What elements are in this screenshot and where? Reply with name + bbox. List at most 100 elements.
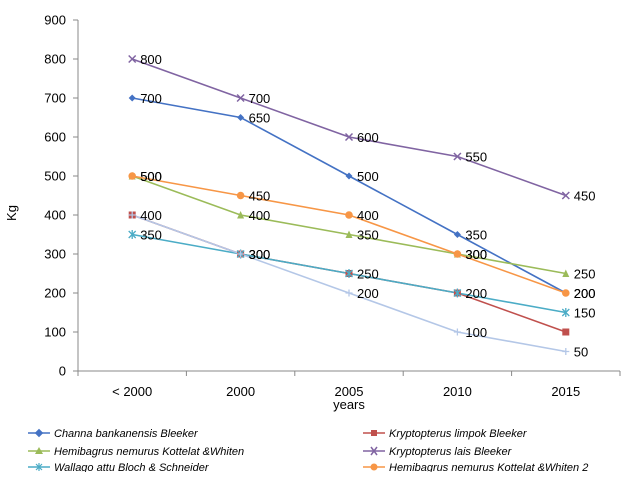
point-marker [237,250,245,258]
y-tick-label: 900 [44,13,66,28]
point-marker [345,230,353,238]
point-marker [345,289,353,297]
legend-label: Kryptopterus limpok Bleeker [389,428,528,440]
data-label: 300 [249,247,271,262]
point-marker [561,191,570,200]
point-marker [128,54,137,64]
data-label: 200 [465,286,487,301]
y-tick-label: 700 [44,91,66,106]
point-marker [237,114,245,121]
y-axis-title: Kg [4,205,19,221]
y-ticks: 0 100 200 300 400 500 600 700 800 900 [44,13,78,379]
point-marker [562,269,570,277]
legend-item: Channa bankanensis Bleeker [28,428,199,440]
legend-item: Hemibagrus nemurus Kottelat &Whiten [28,446,244,458]
y-tick-label: 100 [44,325,66,340]
x-tick-label: 2000 [226,384,255,399]
data-label: 350 [140,228,162,243]
data-label: 400 [357,208,379,223]
data-label: 200 [574,286,596,301]
point-marker [345,269,353,278]
point-marker [128,94,136,102]
legend-item: Kryptopterus lais Bleeker [363,446,513,458]
point-marker [562,348,570,355]
legend: Channa bankanensis Bleeker Kryptopterus … [28,428,588,474]
legend-item: Kryptopterus limpok Bleeker [363,428,528,440]
y-tick-label: 600 [44,130,66,145]
point-marker [453,152,462,161]
y-tick-label: 800 [44,52,66,67]
data-label: 250 [574,267,596,282]
point-marker [345,211,353,219]
data-label: 500 [140,169,162,184]
legend-label: Kryptopterus lais Bleeker [389,446,513,458]
data-label: 500 [140,169,162,184]
series-lines [131,58,567,353]
data-label: 550 [465,150,487,165]
y-tick-label: 500 [44,169,66,184]
y-tick-label: 0 [59,364,66,379]
data-label: 300 [249,247,271,262]
data-label: 100 [465,325,487,340]
x-axis-title: years [333,397,365,412]
data-label: 300 [465,247,487,262]
point-marker [453,250,462,258]
data-label: 600 [357,130,379,145]
y-tick-label: 400 [44,208,66,223]
data-label: 800 [140,52,162,67]
series-markers [128,54,570,355]
point-marker [236,191,245,200]
legend-item: Wallago attu Bloch & Schneider [28,462,210,474]
data-label: 300 [465,247,487,262]
x-tick-label: < 2000 [112,384,152,399]
point-marker [344,132,354,142]
x-tick-label: 2005 [335,384,364,399]
x-tick-label: 2015 [551,384,580,399]
series-line [131,175,566,275]
legend-marker-square [371,430,377,436]
data-label: 400 [140,208,162,223]
legend-marker-star [35,463,43,471]
data-label: 500 [357,169,379,184]
legend-label: Wallago attu Bloch & Schneider [54,462,210,472]
point-marker [453,288,462,298]
legend-item: Hemibagrus nemurus Kottelat &Whiten 2 [363,462,588,474]
data-label: 150 [574,306,596,321]
point-marker [453,231,461,238]
point-marker [128,172,136,180]
legend-marker-diamond [34,428,44,438]
data-label: 250 [357,267,379,282]
data-label: 700 [140,91,162,106]
data-labels: 800 700 600 550 450 700 650 500 350 200 500 450 400 3… [140,52,595,360]
point-marker [562,289,570,297]
data-label: 350 [357,228,379,243]
data-label: 350 [465,228,487,243]
point-marker [237,211,245,219]
point-marker [453,328,461,336]
legend-marker-x [370,446,378,456]
data-label: 700 [249,91,271,106]
y-tick-label: 200 [44,286,66,301]
point-marker [128,230,137,239]
data-label: 50 [574,345,588,360]
data-label: 200 [574,286,596,301]
point-marker [236,93,245,103]
point-marker [128,211,136,219]
data-label: 450 [249,189,271,204]
axes: Kg years [4,20,620,412]
legend-marker-circle [370,463,378,471]
data-label: 450 [574,189,596,204]
data-label: 200 [357,286,379,301]
legend-marker-triangle [35,447,43,454]
point-marker [561,308,570,317]
legend-label: Channa bankanensis Bleeker [54,428,199,440]
y-tick-label: 300 [44,247,66,262]
point-marker [345,172,353,180]
legend-label: Hemibagrus nemurus Kottelat &Whiten 2 [389,462,588,472]
data-label: 650 [249,111,271,126]
point-marker [562,328,570,336]
data-label: 400 [249,208,271,223]
x-ticks: < 2000 2000 2005 2010 2015 [77,371,621,399]
